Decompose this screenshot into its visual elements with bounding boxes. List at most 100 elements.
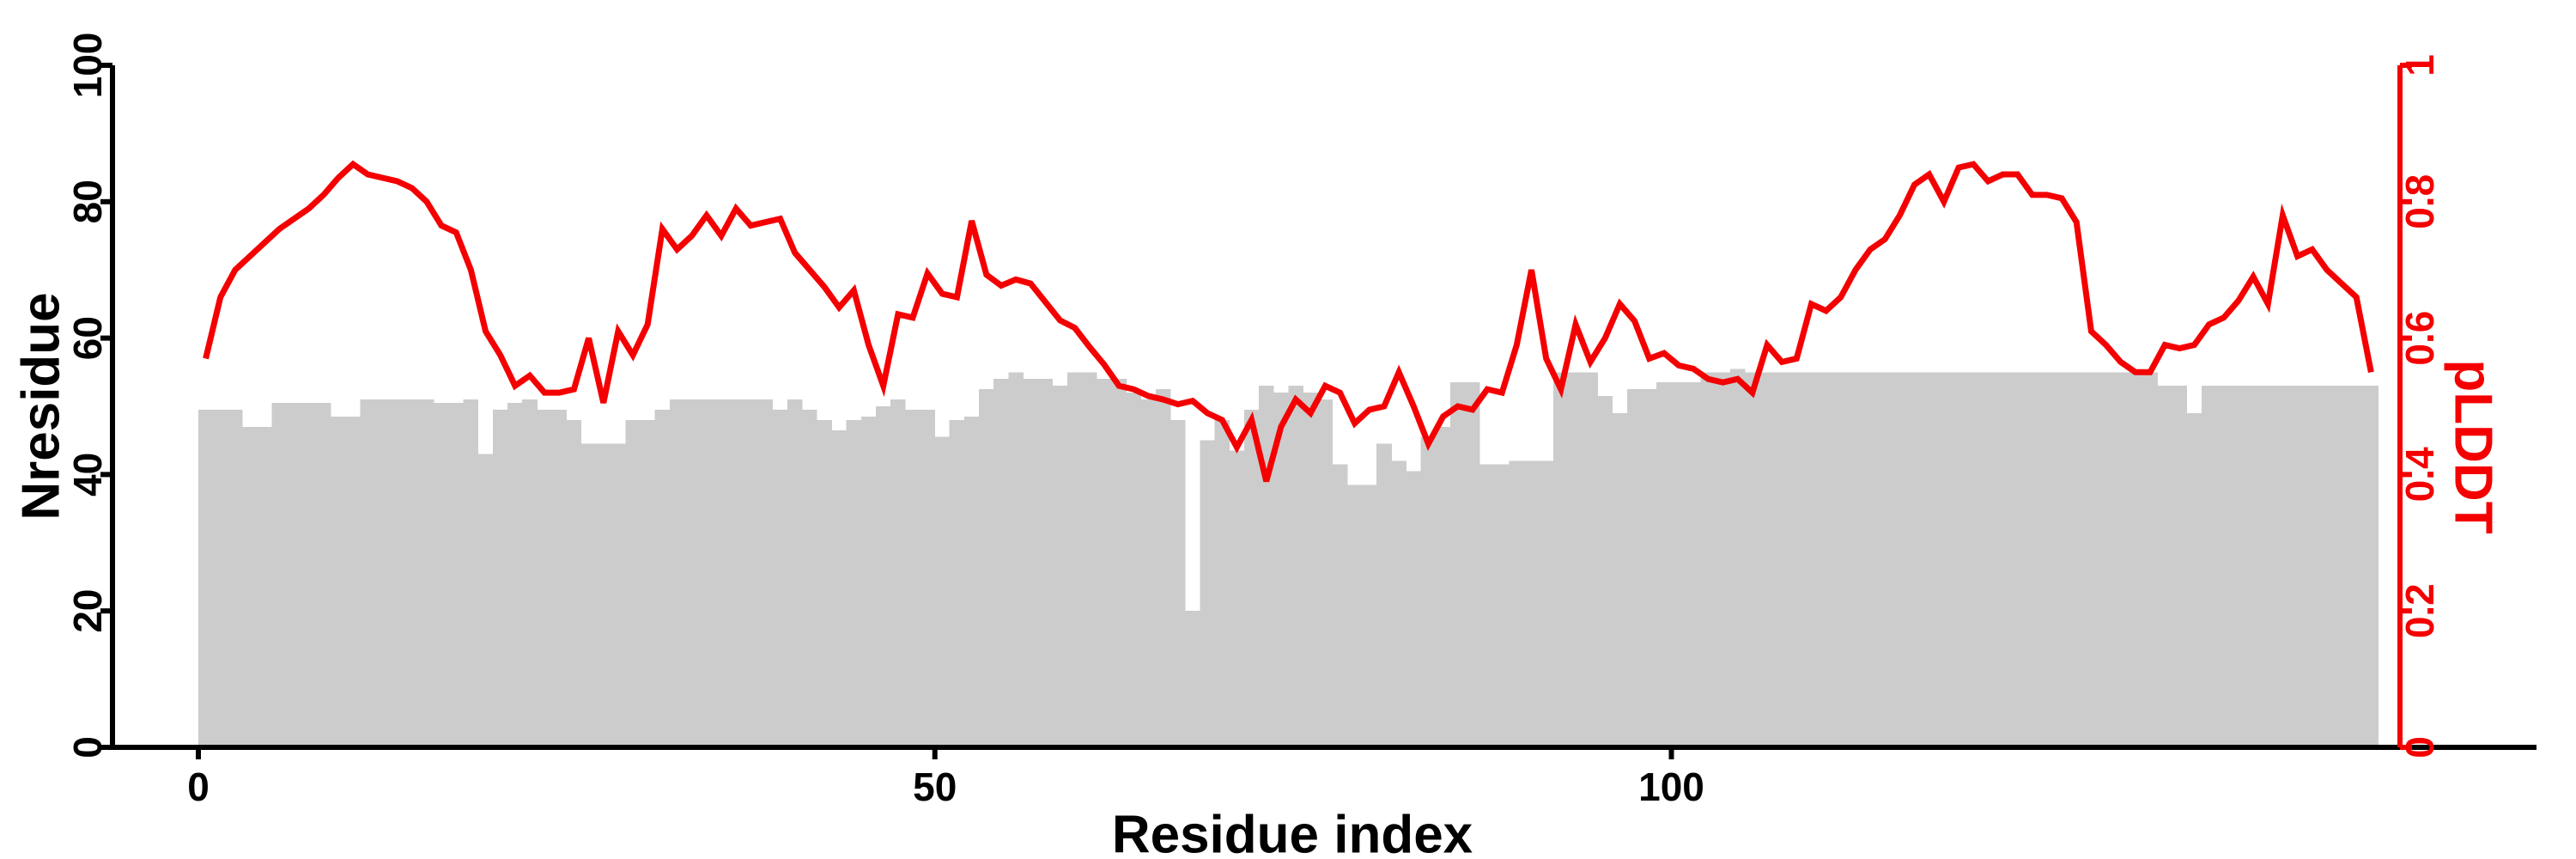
coverage-bar xyxy=(993,379,1009,747)
coverage-bar xyxy=(1170,419,1186,747)
x-axis-tick-label: 100 xyxy=(1638,765,1704,809)
coverage-bar xyxy=(1906,372,1923,747)
coverage-bar xyxy=(772,409,788,747)
coverage-bar xyxy=(2112,372,2129,747)
coverage-bar xyxy=(949,419,965,747)
coverage-bar xyxy=(714,399,729,747)
coverage-bar xyxy=(595,443,611,747)
coverage-bar xyxy=(301,403,317,747)
coverage-bar xyxy=(1420,436,1437,747)
left-axis-tick-label: 60 xyxy=(65,316,110,360)
coverage-bar xyxy=(1715,372,1731,747)
coverage-bar xyxy=(580,443,597,747)
coverage-bar xyxy=(1435,426,1451,747)
left-axis-tick-label: 20 xyxy=(65,589,110,633)
coverage-bar xyxy=(817,419,832,747)
coverage-bar xyxy=(1597,396,1613,747)
coverage-bar xyxy=(1626,389,1643,747)
coverage-bar xyxy=(316,403,331,747)
coverage-bar xyxy=(757,399,774,747)
coverage-bar xyxy=(846,419,862,747)
right-axis-tick-label: 0.4 xyxy=(2397,447,2442,502)
coverage-bar xyxy=(271,403,288,747)
coverage-bar xyxy=(1273,393,1289,747)
coverage-bar xyxy=(1686,382,1702,747)
coverage-bar xyxy=(1376,443,1392,747)
coverage-bar xyxy=(448,403,464,747)
coverage-bar xyxy=(654,409,671,747)
coverage-bar xyxy=(419,399,434,747)
coverage-bar xyxy=(625,419,641,747)
right-axis-tick-label: 0.6 xyxy=(2397,311,2442,366)
coverage-bar xyxy=(1671,382,1686,747)
coverage-bar xyxy=(1877,372,1893,747)
left-axis-tick-label: 0 xyxy=(65,736,110,758)
coverage-bar xyxy=(1465,382,1480,747)
coverage-bar xyxy=(1745,372,1760,747)
coverage-bar xyxy=(2186,412,2202,747)
coverage-bar xyxy=(1449,382,1466,747)
coverage-bar xyxy=(1111,379,1127,747)
coverage-bar xyxy=(212,409,228,747)
coverage-bar xyxy=(463,399,479,747)
coverage-bar xyxy=(2201,386,2217,747)
coverage-bar xyxy=(566,419,582,747)
coverage-bar xyxy=(831,430,848,747)
coverage-bar xyxy=(683,399,700,747)
coverage-bar xyxy=(2157,386,2172,747)
coverage-bar xyxy=(1862,372,1878,747)
coverage-bar xyxy=(1214,419,1230,747)
coverage-bar xyxy=(1951,372,1966,747)
coverage-bar xyxy=(389,399,405,747)
coverage-bar xyxy=(2039,372,2055,747)
right-axis-title: pLDDT xyxy=(2443,359,2503,534)
coverage-bar xyxy=(374,399,391,747)
coverage-bar xyxy=(551,409,568,747)
coverage-bar xyxy=(1995,372,2011,747)
coverage-bar xyxy=(1641,389,1657,747)
coverage-bar xyxy=(1759,372,1775,747)
coverage-bar xyxy=(1729,369,1746,747)
coverage-bar xyxy=(875,406,891,747)
coverage-bar xyxy=(2172,386,2188,747)
coverage-bar xyxy=(728,399,744,747)
coverage-bar xyxy=(345,416,361,747)
left-axis-tick-label: 40 xyxy=(65,453,110,497)
coverage-bar xyxy=(2231,386,2246,747)
coverage-bar xyxy=(2275,386,2291,747)
right-axis-tick-label: 0 xyxy=(2397,736,2442,758)
coverage-bar xyxy=(2348,386,2364,747)
coverage-bar xyxy=(492,409,508,747)
coverage-bar xyxy=(1332,464,1348,747)
plddt-line xyxy=(203,160,2374,483)
coverage-bar xyxy=(1936,372,1952,747)
coverage-bar xyxy=(963,416,980,747)
right-axis-tick-label: 0.2 xyxy=(2397,583,2442,638)
coverage-bar xyxy=(257,426,272,747)
coverage-bar xyxy=(1700,372,1716,747)
coverage-bar xyxy=(1848,372,1863,747)
coverage-bar xyxy=(2260,386,2276,747)
coverage-bar xyxy=(197,409,214,747)
coverage-bar xyxy=(669,399,685,747)
coverage-bar xyxy=(331,416,346,747)
coverage-bar xyxy=(787,399,803,747)
coverage-bar xyxy=(2009,372,2026,747)
coverage-bar xyxy=(1921,372,1937,747)
coverage-bar xyxy=(1155,389,1171,747)
coverage-bar xyxy=(611,443,626,747)
coverage-bar xyxy=(1288,386,1303,747)
left-axis-tick-label: 80 xyxy=(65,180,110,223)
coverage-bar xyxy=(404,399,420,747)
coverage-bar xyxy=(1140,399,1157,747)
coverage-bar xyxy=(1774,372,1789,747)
coverage-bar xyxy=(2216,386,2232,747)
coverage-bar xyxy=(802,409,817,747)
coverage-bar xyxy=(1126,393,1142,747)
coverage-bar xyxy=(1892,372,1908,747)
coverage-bar xyxy=(1612,412,1628,747)
coverage-bar xyxy=(1568,372,1583,747)
coverage-bar xyxy=(228,409,243,747)
coverage-bar xyxy=(2142,372,2158,747)
